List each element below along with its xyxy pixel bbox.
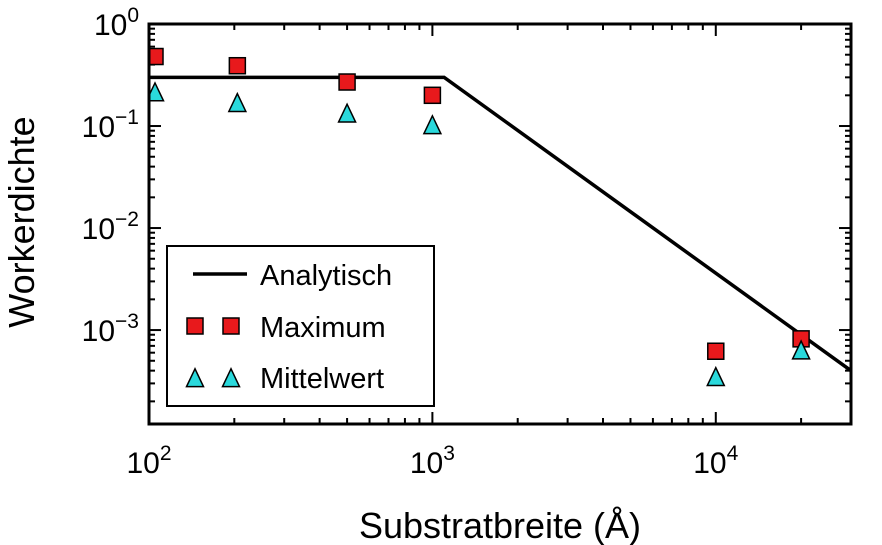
legend-markers-maximum — [186, 317, 240, 335]
y-tick-label: 10−3 — [82, 310, 139, 348]
legend-marker-maximum — [186, 317, 204, 335]
legend-markers-mittelwert — [185, 367, 241, 388]
maximum-point — [149, 47, 164, 66]
legend-label-analytisch: Analytisch — [260, 260, 392, 292]
y-tick-label: 100 — [94, 4, 139, 42]
x-tick-label: 104 — [693, 442, 738, 480]
legend-label-mittelwert: Mittelwert — [260, 363, 384, 395]
maximum-point — [423, 86, 442, 105]
mittelwert-point — [337, 102, 357, 123]
y-axis-label: Workerdichte — [1, 116, 42, 327]
y-tick-label: 10−2 — [82, 208, 139, 246]
plot-frame — [147, 22, 853, 426]
mittelwert-point — [149, 81, 165, 102]
mittelwert-point — [706, 365, 726, 387]
mittelwert-point — [422, 114, 443, 135]
legend-marker-mittelwert — [221, 367, 241, 388]
maximum-point — [228, 56, 247, 75]
maximum-point — [338, 73, 356, 91]
x-tick-label: 102 — [126, 442, 171, 480]
mittelwert-point — [791, 339, 811, 360]
legend-label-maximum: Maximum — [260, 312, 386, 344]
legend-marker-maximum — [222, 317, 240, 335]
x-tick-labels: 102 103 104 — [126, 442, 738, 480]
y-tick-label: 10−1 — [82, 106, 139, 144]
mittelwert-point — [227, 91, 248, 113]
series-layer — [149, 47, 851, 387]
legend-marker-mittelwert — [185, 367, 205, 388]
x-axis-label: Substratbreite (Å) — [359, 505, 641, 545]
x-tick-label: 103 — [410, 442, 455, 480]
maximum-point — [707, 342, 725, 360]
y-tick-labels: 100 10−1 10−2 10−3 — [82, 4, 139, 348]
analytisch-line — [149, 75, 851, 373]
legend: Analytisch Maximum Mittelwert — [166, 245, 435, 407]
